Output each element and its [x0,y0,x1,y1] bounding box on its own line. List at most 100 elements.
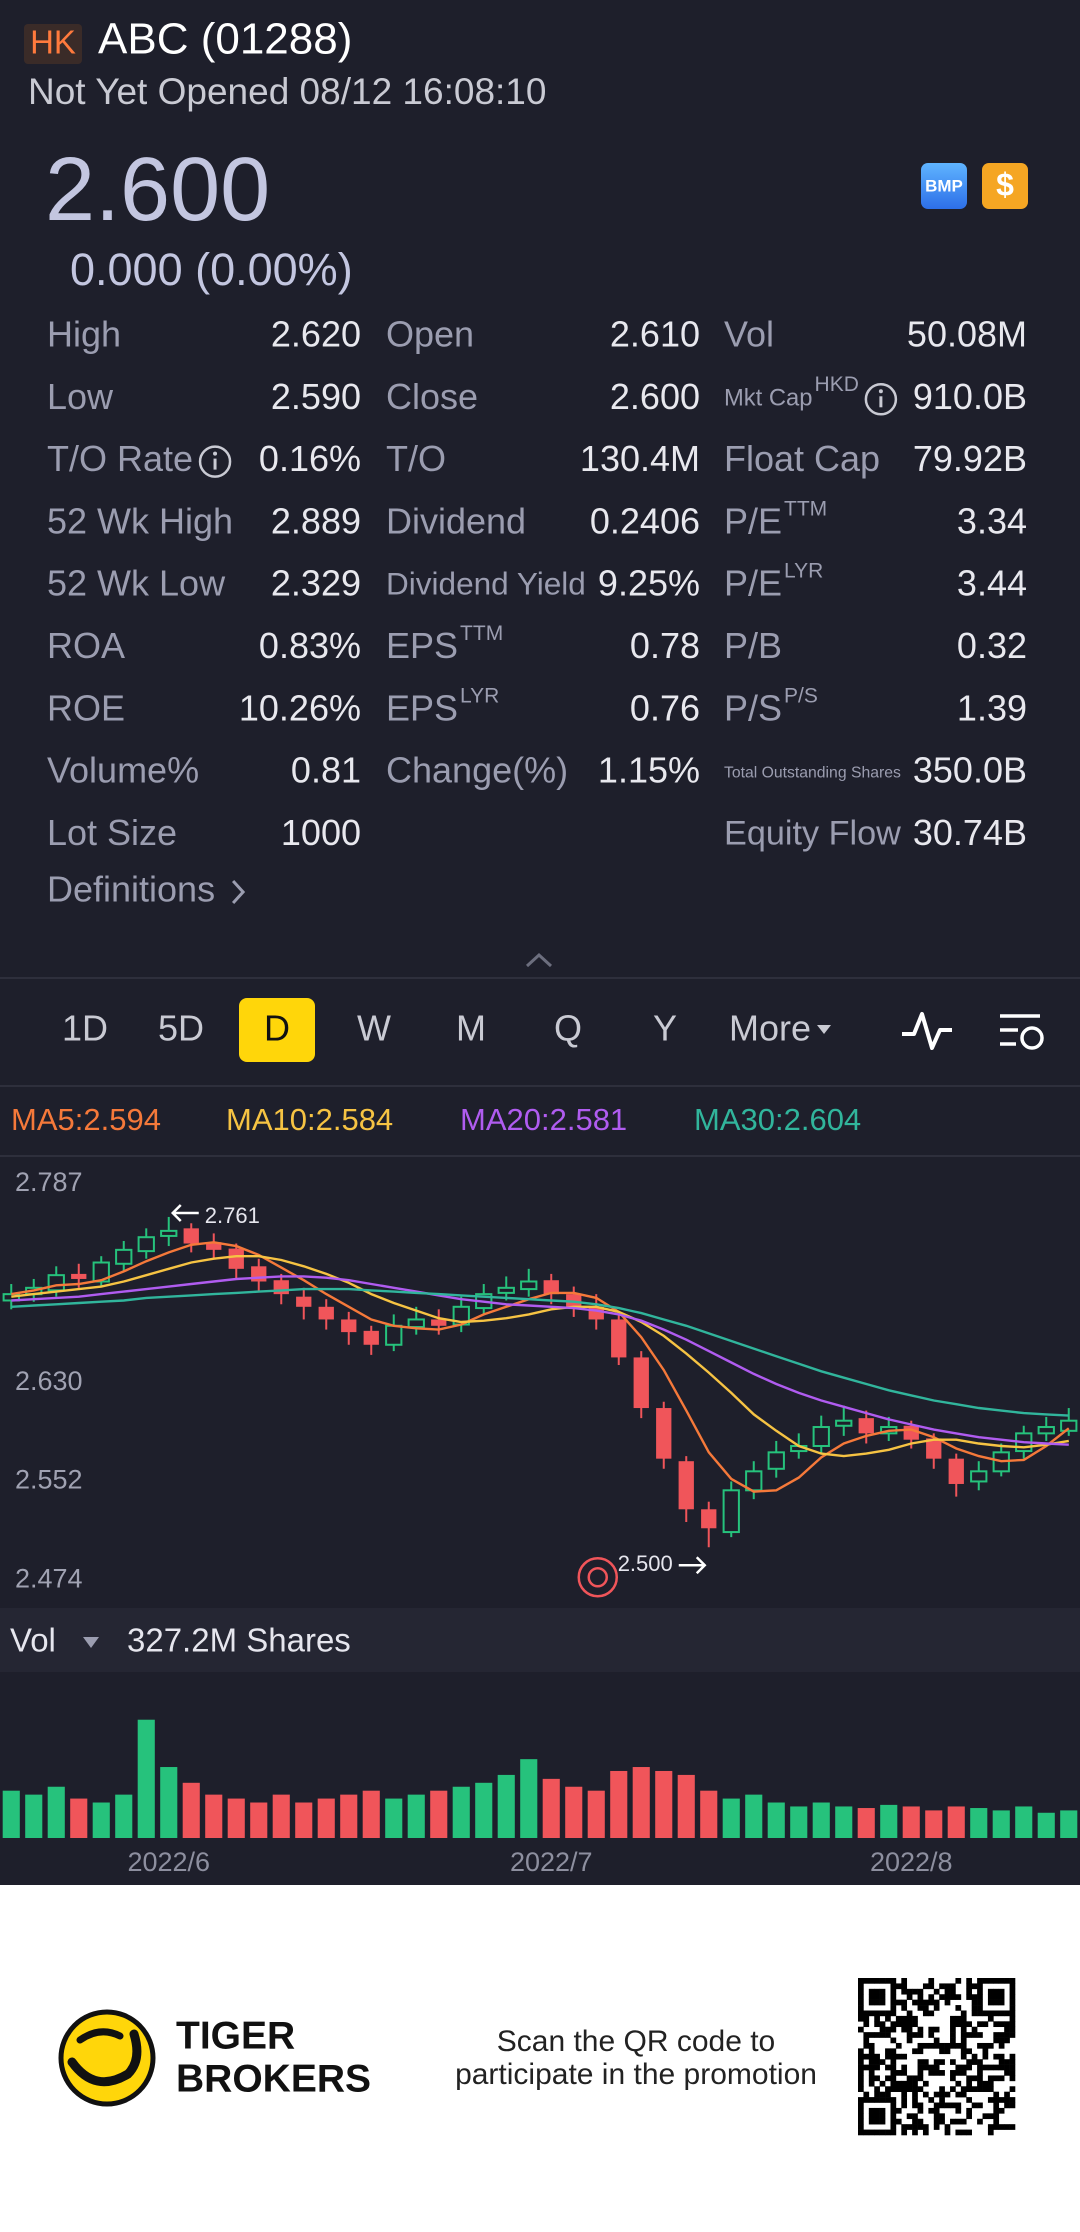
bmp-badge[interactable] [921,163,967,209]
qr-module [890,2026,897,2033]
qr-module [874,2021,880,2028]
candle-body [1060,1419,1078,1432]
qr-module [917,2107,924,2114]
qr-module [917,2102,924,2109]
qr-module [874,1978,880,1984]
qr-module [933,2042,940,2049]
candle-body [160,1229,178,1237]
qr-module [922,2042,929,2049]
info-icon[interactable] [864,383,898,416]
timeframe-tab[interactable]: 1D [62,1008,108,1049]
qr-module [950,2032,956,2038]
settings-icon[interactable] [1000,1014,1044,1050]
qr-module [917,1988,924,1995]
qr-module [917,2026,924,2033]
volume-bar [902,1806,920,1838]
qr-module [955,2107,962,2114]
qr-module [993,2064,1000,2071]
qr-module [966,2064,972,2071]
qr-module [868,2107,875,2114]
timeframe-tab[interactable]: Q [554,1008,582,1049]
stat-label: Open [386,314,474,355]
qr-module [966,2097,972,2103]
qr-module [928,1994,935,2000]
definitions-link[interactable]: Definitions [47,869,215,910]
timeframe-tab[interactable]: Y [653,1008,677,1049]
qr-module [928,2010,935,2017]
qr-module [933,2005,940,2011]
qr-module [912,2102,918,2109]
moving-average-line [11,1255,1069,1458]
volume-bar [790,1806,808,1838]
volume-dropdown[interactable] [83,1637,99,1648]
qr-module [987,1999,994,2006]
volume-bar [452,1786,470,1838]
stat-value: 3.44 [957,563,1027,604]
stat-value: 0.32 [957,625,1027,666]
qr-module [895,2107,902,2114]
dollar-badge-text[interactable]: $ [996,166,1014,202]
stat-label: EPS [386,687,458,728]
qr-module [858,2113,864,2120]
volume-bar [92,1802,110,1838]
qr-module [928,1999,935,2006]
info-icon-dot[interactable] [878,389,883,394]
qr-module [1009,2005,1016,2011]
qr-module [863,2021,870,2028]
qr-module [939,2097,945,2103]
bmp-badge-text[interactable]: BMP [925,176,963,195]
timeframe-tab[interactable]: D [264,1008,290,1049]
qr-module [1009,2097,1016,2103]
qr-module [874,2075,880,2082]
volume-title[interactable]: Vol [10,1622,56,1659]
qr-module [868,2113,875,2120]
definitions-chevron[interactable] [231,879,246,905]
indicator-icon[interactable] [902,1012,952,1050]
qr-module [950,2026,956,2033]
volume-bar [115,1794,133,1838]
candle-body [812,1426,830,1448]
event-marker-inner[interactable] [587,1567,608,1588]
timeframe-tab[interactable]: W [357,1008,391,1049]
info-icon-dot[interactable] [213,451,218,456]
qr-module [987,2064,994,2071]
more-dropdown[interactable] [817,1025,832,1034]
volume-bar [520,1759,538,1838]
moving-average-line [11,1275,1069,1446]
dollar-badge[interactable] [982,163,1028,209]
qr-module [1004,1978,1010,1984]
stat-value: 0.16% [259,438,361,479]
qr-module [982,2053,989,2060]
qr-module [858,2015,864,2022]
qr-module [868,1988,875,1995]
legend-entry: MA5:2.594 [11,1102,161,1137]
volume-bar [835,1806,853,1838]
qr-module [955,2021,962,2028]
volume-bar [565,1786,583,1838]
x-tick-label: 2022/7 [510,1847,593,1877]
settings-icon-gear[interactable] [1020,1026,1044,1050]
volume-bar [25,1794,43,1838]
qr-module [950,1994,956,2000]
market-badge [24,24,82,64]
info-icon[interactable] [198,445,232,478]
qr-module [971,2005,978,2011]
collapse-caret[interactable] [525,952,553,968]
qr-module [906,2086,913,2092]
timeframe-tab[interactable]: More [729,1008,811,1049]
timeframe-tab[interactable]: 5D [158,1008,204,1049]
stat-label: P/S [724,687,782,728]
qr-module [874,2107,880,2114]
qr-module [928,2064,935,2071]
stat-value: 30.74B [913,812,1027,853]
event-marker[interactable] [577,1557,618,1598]
active-tab[interactable] [239,998,315,1062]
stat-label: EPS [386,625,458,666]
qr-module [912,2080,918,2087]
qr-module [939,2091,945,2098]
qr-module [879,2107,886,2114]
qr-module [960,2042,967,2049]
timeframe-tab[interactable]: M [456,1008,486,1049]
qr-module [895,2042,902,2049]
qr-module [858,1999,864,2006]
